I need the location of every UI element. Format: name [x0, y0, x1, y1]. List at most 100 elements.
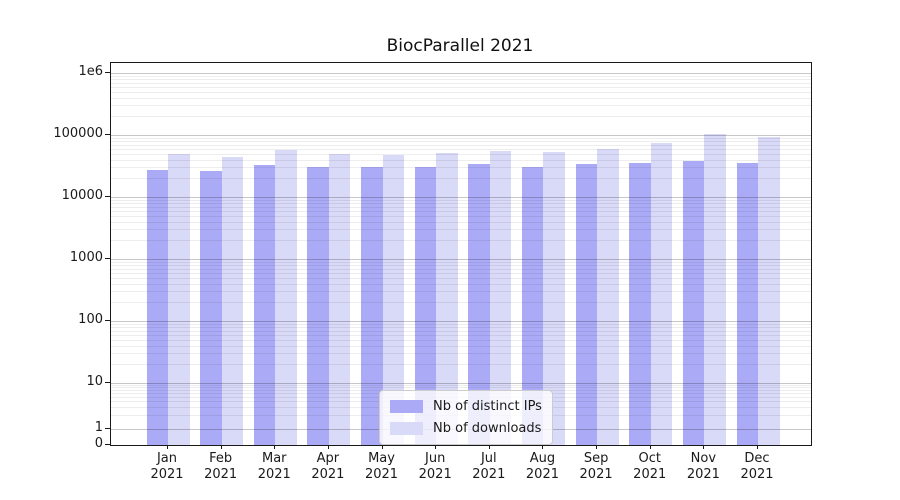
legend-row: Nb of downloads: [390, 421, 542, 436]
y-tick-label: 100000: [53, 126, 103, 141]
bar-nb-of-distinct-ips-nov: [682, 161, 705, 445]
minor-gridline: [111, 199, 811, 201]
minor-gridline: [111, 210, 811, 212]
x-tick-mark: [596, 445, 598, 449]
y-tick-mark: [105, 428, 110, 429]
x-tick-mark: [220, 445, 222, 449]
minor-gridline: [111, 159, 811, 161]
minor-gridline: [111, 97, 811, 99]
bar-nb-of-distinct-ips-aug: [521, 166, 544, 445]
minor-gridline: [111, 91, 811, 93]
minor-gridline: [111, 229, 811, 231]
bar-nb-of-distinct-ips-sep: [575, 164, 598, 445]
bar-nb-of-downloads-jul: [489, 150, 512, 445]
bar-nb-of-distinct-ips-dec: [736, 163, 758, 445]
bar-nb-of-downloads-feb: [221, 156, 244, 445]
minor-gridline: [111, 105, 811, 107]
minor-gridline: [111, 291, 811, 293]
x-tick-mark: [757, 445, 758, 449]
y-tick-mark: [105, 196, 110, 197]
major-gridline: [111, 197, 811, 198]
x-tick-label-jan: Jan 2021: [150, 451, 184, 482]
bar-nb-of-downloads-dec: [758, 137, 780, 445]
x-tick-mark: [167, 445, 168, 449]
bar-nb-of-distinct-ips-apr: [307, 167, 329, 445]
legend: Nb of distinct IPs Nb of downloads: [379, 390, 553, 445]
legend-label: Nb of downloads: [433, 421, 542, 436]
bar-nb-of-downloads-oct: [650, 142, 673, 445]
y-tick-mark: [105, 258, 110, 259]
x-tick-label-feb: Feb 2021: [204, 451, 238, 482]
minor-gridline: [111, 82, 811, 84]
bar-nb-of-downloads-apr: [328, 153, 351, 445]
minor-gridline: [111, 345, 811, 347]
minor-gridline: [111, 339, 811, 341]
bar-nb-of-downloads-nov: [704, 133, 726, 445]
legend-row: Nb of distinct IPs: [390, 399, 542, 414]
minor-gridline: [111, 79, 811, 80]
minor-gridline: [111, 178, 811, 180]
x-tick-mark: [327, 445, 329, 449]
bar-nb-of-distinct-ips-jun: [414, 166, 437, 445]
minor-gridline: [111, 265, 811, 266]
bar-nb-of-downloads-aug: [543, 151, 565, 445]
major-gridline: [111, 259, 811, 260]
minor-gridline: [111, 203, 811, 204]
minor-gridline: [111, 323, 811, 325]
minor-gridline: [111, 277, 811, 279]
minor-gridline: [111, 221, 811, 223]
minor-gridline: [111, 144, 811, 146]
minor-gridline: [111, 385, 811, 387]
major-gridline: [111, 135, 811, 136]
x-tick-label-mar: Mar 2021: [257, 451, 291, 482]
legend-swatch-icon: [390, 400, 423, 413]
legend-label: Nb of distinct IPs: [433, 399, 542, 414]
x-tick-label-nov: Nov 2021: [686, 451, 720, 482]
y-tick-label: 1000: [69, 250, 103, 265]
minor-gridline: [111, 167, 811, 169]
x-tick-mark: [435, 445, 437, 449]
minor-gridline: [111, 116, 811, 118]
x-tick-label-dec: Dec 2021: [740, 451, 774, 482]
legend-swatch-icon: [390, 422, 423, 435]
x-tick-mark: [542, 445, 544, 449]
bar-nb-of-distinct-ips-mar: [253, 164, 276, 445]
y-tick-mark: [105, 320, 110, 321]
chart-title: BiocParallel 2021: [386, 36, 534, 56]
minor-gridline: [111, 334, 811, 336]
bar-nb-of-downloads-jan: [168, 153, 190, 445]
minor-gridline: [111, 268, 811, 270]
major-gridline: [111, 321, 811, 322]
minor-gridline: [111, 215, 811, 217]
minor-gridline: [111, 327, 811, 328]
y-tick-label: 10000: [61, 188, 103, 203]
y-tick-mark: [105, 382, 110, 383]
x-tick-mark: [274, 445, 276, 449]
bar-nb-of-distinct-ips-jan: [146, 170, 168, 445]
minor-gridline: [111, 86, 811, 88]
x-tick-label-oct: Oct 2021: [633, 451, 667, 482]
minor-gridline: [111, 387, 811, 389]
bar-nb-of-distinct-ips-oct: [629, 162, 651, 445]
x-tick-label-may: May 2021: [364, 451, 399, 482]
y-tick-mark: [105, 134, 110, 135]
minor-gridline: [111, 141, 811, 142]
bar-nb-of-distinct-ips-may: [361, 167, 383, 445]
minor-gridline: [111, 206, 811, 208]
bar-nb-of-downloads-sep: [597, 148, 619, 445]
x-tick-mark: [649, 445, 651, 449]
y-tick-label: 0: [94, 436, 103, 451]
x-tick-label-apr: Apr 2021: [311, 451, 345, 482]
x-tick-mark: [703, 445, 705, 449]
minor-gridline: [111, 272, 811, 274]
minor-gridline: [111, 283, 811, 285]
y-tick-mark: [105, 444, 110, 445]
plot-area: Nb of distinct IPs Nb of downloads: [110, 62, 812, 446]
x-tick-label-aug: Aug 2021: [525, 451, 559, 482]
bar-nb-of-downloads-may: [382, 154, 405, 445]
minor-gridline: [111, 240, 811, 242]
y-tick-label: 1e6: [78, 64, 103, 79]
bar-nb-of-distinct-ips-feb: [200, 171, 222, 445]
y-tick-label: 1: [94, 420, 103, 435]
